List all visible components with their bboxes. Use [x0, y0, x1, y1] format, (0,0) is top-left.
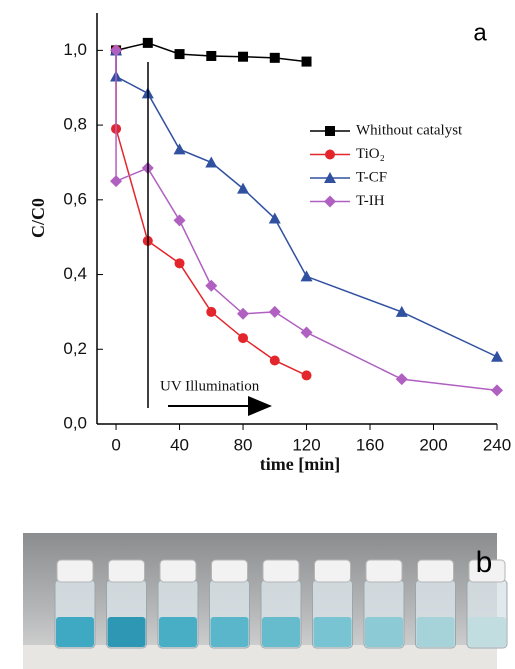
marker	[174, 258, 185, 269]
marker	[491, 384, 503, 397]
x-tick-label: 160	[356, 435, 384, 454]
photo: b	[23, 533, 508, 669]
vials	[54, 559, 508, 649]
vial-liquid	[210, 617, 249, 647]
vial-liquid	[159, 617, 197, 647]
marker	[142, 37, 153, 48]
vial-cap	[56, 559, 94, 583]
panel-label: b	[476, 546, 493, 579]
vial-cap	[468, 559, 506, 583]
marker	[206, 306, 217, 317]
marker	[300, 270, 313, 282]
vial-cap	[211, 559, 248, 583]
x-tick-label: 80	[234, 435, 253, 454]
marker	[491, 350, 503, 362]
plot: 0,0 0,2 0,4 0,6 0,8 1,0 0 40 80 120 160 200 240 Whith…	[63, 13, 511, 454]
vial-liquid	[416, 617, 455, 647]
marker	[110, 44, 123, 57]
x-tick-label: 40	[170, 435, 189, 454]
panel-label: a	[473, 19, 487, 46]
marker	[205, 156, 218, 168]
marker	[300, 326, 313, 339]
vial-cap	[108, 559, 145, 583]
marker	[206, 50, 217, 61]
series-line	[115, 50, 307, 377]
vial-cap	[314, 559, 351, 583]
marker	[395, 373, 408, 386]
vial-cap	[417, 559, 454, 583]
legend-marker	[325, 149, 335, 160]
marker	[173, 143, 186, 155]
y-tick-label: 1,0	[63, 40, 87, 59]
marker	[395, 305, 408, 317]
marker	[301, 56, 312, 67]
legend-label: TiO₂	[356, 146, 385, 162]
y-tick-label: 0,6	[63, 189, 87, 208]
marker	[268, 212, 281, 224]
marker	[205, 279, 218, 292]
marker	[174, 49, 185, 60]
vial-liquid	[262, 617, 300, 647]
y-axis-label: C/C0	[28, 198, 48, 238]
legend-marker	[324, 172, 336, 183]
vial-liquid	[56, 617, 94, 647]
vial-cap	[159, 559, 197, 583]
photo-table	[23, 645, 497, 669]
y-tick-label: 0,8	[63, 115, 87, 134]
marker	[110, 175, 123, 188]
marker	[238, 333, 249, 344]
series-line	[115, 50, 498, 392]
x-tick-label: 240	[483, 435, 511, 454]
marker	[173, 214, 186, 227]
marker	[269, 355, 280, 366]
legend-label: T-CF	[356, 169, 387, 185]
marker	[237, 182, 250, 194]
vial-liquid	[365, 617, 403, 647]
x-axis-label: time [min]	[260, 454, 340, 474]
x-tick-label: 120	[292, 435, 320, 454]
marker	[269, 52, 280, 63]
legend-label: Whithout catalyst	[356, 122, 463, 138]
y-tick-label: 0,0	[63, 413, 87, 432]
y-tick-label: 0,2	[63, 339, 87, 358]
x-tick-label: 200	[419, 435, 447, 454]
marker	[301, 370, 312, 381]
legend-marker	[324, 195, 336, 208]
vial-cap	[365, 559, 403, 583]
vial-liquid	[468, 617, 506, 647]
vial-liquid	[107, 617, 146, 647]
series-line	[115, 50, 498, 358]
legend-marker	[325, 126, 335, 136]
vial-cap	[262, 559, 300, 583]
marker	[237, 307, 250, 320]
marker	[238, 51, 249, 62]
vial-liquid	[313, 617, 352, 647]
annotation: UV Illumination	[160, 378, 260, 394]
marker	[268, 305, 281, 318]
y-tick-label: 0,4	[63, 264, 87, 283]
x-tick-label: 0	[111, 435, 120, 454]
legend-label: T-IH	[356, 193, 385, 209]
